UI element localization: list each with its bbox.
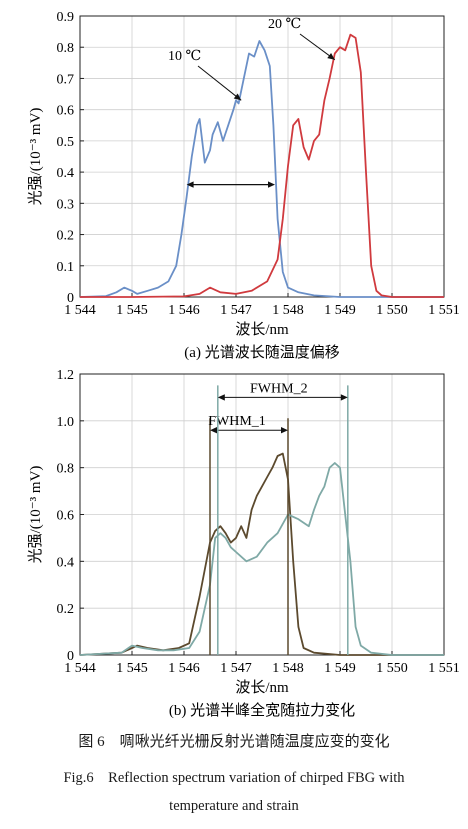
- chart-a-annotation-10c-arrowhead: [233, 93, 242, 101]
- chart-a-series-1-line: [79, 40, 444, 298]
- chart-b-fwhm-2-arrow-left-head: [217, 394, 225, 401]
- chart-b-ytick-label: 0.6: [57, 509, 75, 524]
- chart-b-xtick-label: 1 546: [168, 661, 200, 676]
- chart-a-ylabel: 光强/(10⁻³ mV): [27, 108, 44, 206]
- figure-caption-cn: 图 6 啁啾光纤光栅反射光谱随温度应变的变化: [78, 734, 390, 750]
- chart-a-annotation-10c: 10 ℃: [168, 49, 201, 64]
- chart-a-xtick-label: 1 548: [272, 303, 304, 318]
- chart-a-annotation-20c: 20 ℃: [268, 17, 301, 32]
- chart-b-fwhm-1-arrow-left-head: [210, 427, 217, 434]
- chart-a-ytick-label: 0.5: [57, 135, 75, 150]
- chart-a-ytick-label: 0: [67, 291, 74, 306]
- figure-caption-en-line2: temperature and strain: [169, 798, 299, 814]
- chart-b-fwhm-2-arrow-right-head: [340, 394, 348, 401]
- chart-a-xtick-label: 1 546: [168, 303, 200, 318]
- chart-a-ytick-label: 0.2: [57, 229, 75, 244]
- chart-b-xtick-label: 1 551: [428, 661, 460, 676]
- chart-a-ytick-label: 0.7: [57, 72, 75, 87]
- chart-b-ytick-label: 0.2: [57, 602, 75, 617]
- chart-a-width-arrow-left-head: [186, 181, 194, 188]
- chart-b-fwhm-2-label: FWHM_2: [250, 381, 308, 396]
- chart-a-xtick-label: 1 544: [64, 303, 96, 318]
- chart-a-width-arrow-right-head: [268, 181, 275, 188]
- chart-b-ytick-label: 1.2: [57, 368, 75, 383]
- chart-b-ytick-label: 0.4: [57, 555, 75, 570]
- chart-b: 1 544 1 545 1 546 1 547 1 548 1 549 1 550 1 551…: [27, 368, 460, 719]
- chart-a-ytick-label: 0.1: [57, 260, 75, 275]
- chart-a-xtick-label: 1 545: [116, 303, 148, 318]
- chart-a-frame: [79, 15, 445, 298]
- chart-a-annotation-20c-arrow: [299, 33, 336, 61]
- chart-a-annotation-20c-arrowhead: [327, 52, 335, 60]
- chart-b-caption: (b) 光谱半峰全宽随拉力变化: [169, 701, 355, 719]
- chart-b-xtick-label: 1 544: [64, 661, 96, 676]
- chart-a-series-2-line: [80, 33, 444, 298]
- chart-b-ytick-label: 1.0: [57, 415, 75, 430]
- chart-b-ylabel: 光强/(10⁻³ mV): [27, 466, 44, 564]
- chart-b-fwhm-1-label: FWHM_1: [208, 414, 266, 429]
- chart-a-xtick-label: 1 549: [324, 303, 356, 318]
- chart-a-xtick-label: 1 550: [376, 303, 408, 318]
- chart-a-xlabel: 波长/nm: [235, 321, 289, 338]
- chart-a-caption: (a) 光谱波长随温度偏移: [184, 344, 339, 361]
- chart-a-ytick-label: 0.8: [57, 41, 75, 56]
- chart-a-xtick-label: 1 551: [428, 303, 460, 318]
- chart-a-ytick-label: 0.6: [57, 104, 75, 119]
- chart-a-annotation-10c-arrow: [197, 65, 242, 101]
- chart-a-ytick-label: 0.4: [57, 166, 75, 181]
- chart-a-ytick-label: 0.3: [57, 197, 75, 212]
- chart-b-xtick-label: 1 550: [376, 661, 408, 676]
- chart-b-ytick-label: 0: [67, 649, 74, 664]
- chart-b-series-1-line: [79, 452, 444, 656]
- chart-b-xlabel: 波长/nm: [235, 679, 289, 696]
- chart-b-series-2-line: [79, 462, 444, 656]
- chart-b-xtick-label: 1 549: [324, 661, 356, 676]
- chart-a: 1 544 1 545 1 546 1 547 1 548 1 549 1 550 1 551…: [27, 10, 460, 361]
- chart-a-ytick-label: 0.9: [57, 10, 75, 25]
- chart-b-xtick-label: 1 545: [116, 661, 148, 676]
- chart-b-xtick-label: 1 547: [220, 661, 252, 676]
- chart-a-xtick-label: 1 547: [220, 303, 252, 318]
- figure-caption-en-line1: Fig.6 Reflection spectrum variation of c…: [63, 770, 405, 786]
- chart-b-ytick-label: 0.8: [57, 462, 75, 477]
- chart-b-fwhm-1-arrow-right-head: [281, 427, 288, 434]
- chart-b-xtick-label: 1 548: [272, 661, 304, 676]
